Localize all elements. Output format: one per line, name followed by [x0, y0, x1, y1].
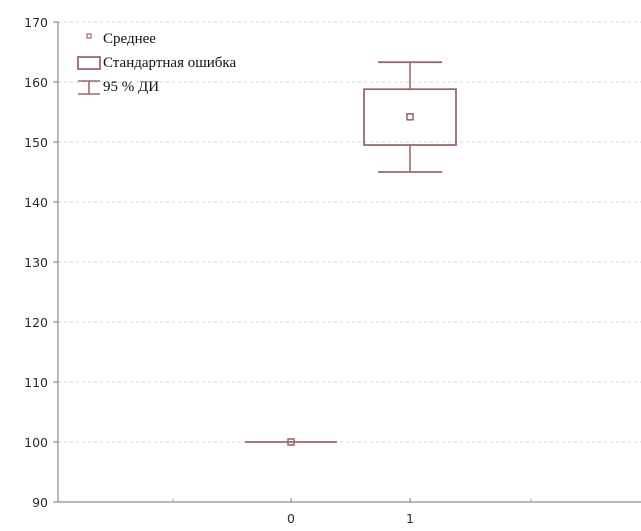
y-tick-label-170: 170	[24, 15, 48, 30]
legend-label-mean: Среднее	[103, 31, 156, 47]
legend-label-whisker: 95 % ДИ	[103, 79, 159, 95]
y-tick-label-120: 120	[24, 315, 48, 330]
legend-mean-icon	[86, 33, 92, 39]
y-tick-label-150: 150	[24, 135, 48, 150]
se-box-1	[363, 88, 457, 146]
mean-marker-0	[287, 438, 295, 446]
y-tick-label-160: 160	[24, 75, 48, 90]
y-tick-label-140: 140	[24, 195, 48, 210]
y-tick-label-100: 100	[24, 435, 48, 450]
plot-marks	[245, 61, 457, 446]
x-tick-label-0: 0	[287, 511, 295, 526]
mean-marker-1	[406, 113, 414, 121]
y-tick-label-130: 130	[24, 255, 48, 270]
grid-lines	[58, 21, 641, 443]
x-tick-label-1: 1	[406, 511, 414, 526]
axes	[53, 21, 641, 503]
legend: Среднее Стандартная ошибка 95 % ДИ	[77, 31, 236, 95]
y-tick-label-90: 90	[32, 495, 48, 510]
legend-label-box: Стандартная ошибка	[103, 55, 236, 71]
y-tick-labels: 90 100 110 120 130 140 150 160 170	[24, 15, 48, 510]
legend-box-icon	[77, 56, 101, 70]
y-tick-label-110: 110	[24, 375, 48, 390]
